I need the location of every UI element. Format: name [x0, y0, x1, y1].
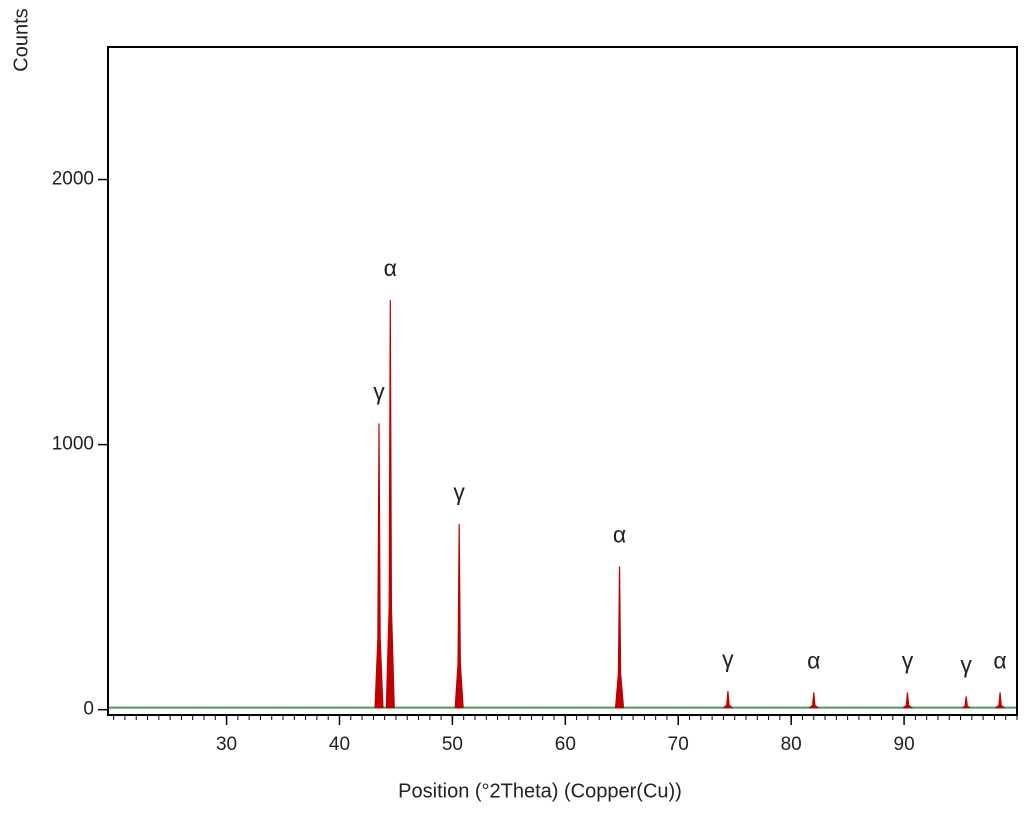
peak: [994, 692, 1006, 709]
x-tick-label: 60: [555, 734, 576, 755]
peak: [454, 524, 464, 709]
peak-label: γ: [373, 378, 385, 404]
y-tick-label: 1000: [52, 434, 94, 455]
peak: [901, 692, 914, 709]
plot-frame: [107, 46, 1018, 716]
peak: [962, 696, 971, 709]
peak-label: γ: [960, 652, 972, 678]
peak: [374, 423, 384, 709]
peak: [614, 566, 625, 709]
x-axis-label: Position (°2Theta) (Copper(Cu)): [398, 780, 682, 802]
peak-label: γ: [722, 646, 734, 672]
y-axis-label: Counts: [10, 8, 32, 71]
x-tick-label: 40: [329, 734, 350, 755]
peak: [722, 691, 734, 709]
x-tick-label: 50: [442, 734, 463, 755]
peak-label: γ: [902, 648, 914, 674]
peak-label: α: [384, 255, 397, 281]
peak-label: α: [993, 648, 1006, 674]
peak-label: γ: [453, 479, 465, 505]
x-tick-label: 30: [216, 734, 237, 755]
y-tick-label: 2000: [52, 169, 94, 190]
x-tick-label: 70: [668, 734, 689, 755]
peak: [808, 692, 820, 709]
x-tick-label: 90: [894, 734, 915, 755]
peak: [385, 300, 395, 709]
x-tick-label: 80: [781, 734, 802, 755]
peak-label: α: [613, 522, 626, 548]
y-tick-label: 0: [83, 699, 94, 720]
peak-label: α: [807, 648, 820, 674]
